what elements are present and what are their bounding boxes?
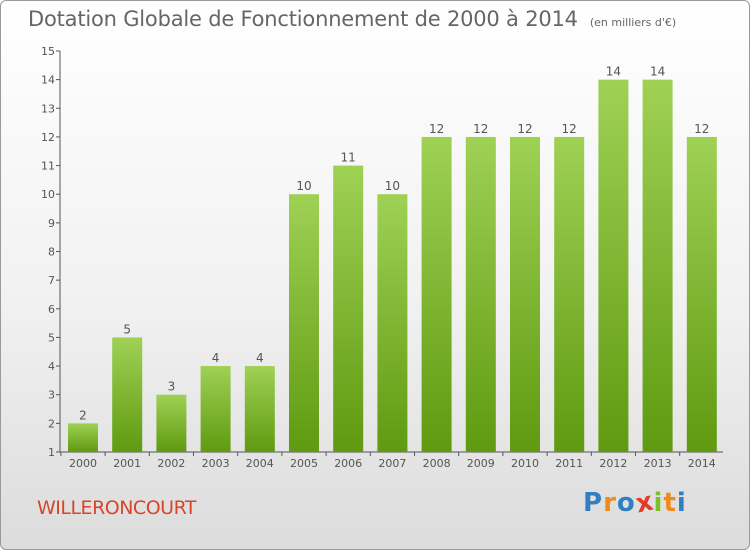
bar-value-label: 4 (212, 351, 220, 365)
y-tick-label: 6 (48, 303, 55, 316)
bar (421, 136, 452, 452)
y-tick-label: 14 (41, 74, 55, 87)
y-tick-label: 9 (48, 217, 55, 230)
bar-value-label: 10 (385, 179, 400, 193)
proxiti-logo: Proxiti (583, 486, 687, 519)
bar-value-label: 4 (256, 351, 264, 365)
y-tick-label: 13 (41, 102, 55, 115)
logo-letter: i (653, 488, 664, 518)
x-tick-label: 2010 (511, 457, 539, 470)
bar (200, 366, 231, 452)
x-tick-label: 2001 (113, 457, 141, 470)
chart-title: Dotation Globale de Fonctionnement de 20… (28, 7, 578, 31)
bar (642, 79, 673, 453)
bar-value-label: 14 (606, 65, 621, 79)
y-tick-label: 2 (48, 417, 55, 430)
x-tick-label: 2008 (423, 457, 451, 470)
bar-value-label: 12 (562, 122, 577, 136)
bar (244, 366, 275, 452)
x-tick-label: 2014 (688, 457, 716, 470)
unit-label: (en milliers d'€) (589, 16, 677, 29)
bar (465, 136, 496, 452)
bar-value-label: 10 (296, 179, 311, 193)
x-tick-label: 2007 (378, 457, 406, 470)
bar-value-label: 2 (79, 408, 87, 422)
x-tick-label: 2012 (599, 457, 627, 470)
bar (598, 79, 629, 453)
y-tick-label: 10 (41, 188, 55, 201)
bar-value-label: 12 (694, 122, 709, 136)
y-tick-label: 8 (48, 246, 55, 259)
x-tick-label: 2013 (644, 457, 672, 470)
x-tick-label: 2011 (555, 457, 583, 470)
y-tick-label: 15 (41, 45, 55, 58)
commune-name: WILLERONCOURT (37, 497, 197, 519)
x-tick-label: 2006 (334, 457, 362, 470)
bar-value-label: 3 (168, 380, 176, 394)
bar-layer: 2 5 3 4 4 10 11 10 12 12 12 12 14 14 12 (68, 65, 717, 453)
y-tick-label: 12 (41, 131, 55, 144)
bar-value-label: 12 (429, 122, 444, 136)
bar-value-label: 5 (123, 322, 131, 336)
bar-value-label: 12 (517, 122, 532, 136)
x-tick-label: 2003 (202, 457, 230, 470)
x-tick-label: 2002 (157, 457, 185, 470)
bar (554, 136, 585, 452)
logo-letter: t (663, 488, 677, 518)
bar (377, 194, 408, 452)
chart-title-block: Dotation Globale de Fonctionnement de 20… (28, 7, 676, 31)
x-tick-label: 2009 (467, 457, 495, 470)
y-tick-label: 11 (41, 160, 55, 173)
y-tick-label: 3 (48, 389, 55, 402)
bar-value-label: 12 (473, 122, 488, 136)
bar (510, 136, 540, 452)
x-tick-label: 2005 (290, 457, 318, 470)
logo-letter: P (583, 488, 604, 518)
bar (686, 136, 717, 452)
bar (333, 165, 364, 453)
y-tick-label: 5 (48, 331, 55, 344)
y-tick-label: 4 (48, 360, 55, 373)
bar (156, 394, 187, 452)
bar (112, 337, 143, 452)
bar-value-label: 11 (341, 151, 356, 165)
logo-letter: o (616, 488, 636, 518)
x-tick-label: 2004 (246, 457, 274, 470)
y-tick-label: 1 (48, 446, 55, 459)
bar (68, 423, 98, 452)
x-tick-label: 2000 (69, 457, 97, 470)
logo-letter: r (603, 488, 617, 518)
y-tick-label: 7 (48, 274, 55, 287)
bar-value-label: 14 (650, 65, 665, 79)
bar (289, 194, 319, 452)
logo-letter: i (676, 488, 687, 518)
